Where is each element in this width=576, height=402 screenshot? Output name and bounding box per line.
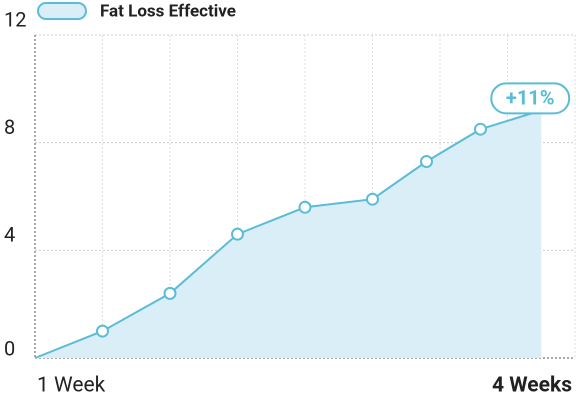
x-tick-label: 4 Weeks [492, 374, 572, 398]
annotation: +11% [506, 86, 555, 110]
point [474, 122, 487, 136]
point [366, 192, 379, 206]
point [96, 324, 109, 338]
point [298, 200, 312, 214]
y-tick-label: 12 [4, 7, 26, 31]
legend-swatch [37, 2, 87, 20]
y-tick-label: 8 [4, 115, 15, 139]
legend-label: Fat Loss Effective [100, 1, 236, 21]
point [231, 227, 244, 241]
y-tick-label: 4 [4, 223, 15, 247]
annotation-box [490, 82, 571, 115]
point [163, 286, 177, 300]
y-tick-label: 0 [4, 336, 15, 360]
x-tick-label: 1 Week [37, 374, 106, 398]
point [420, 155, 433, 169]
area [35, 110, 542, 358]
